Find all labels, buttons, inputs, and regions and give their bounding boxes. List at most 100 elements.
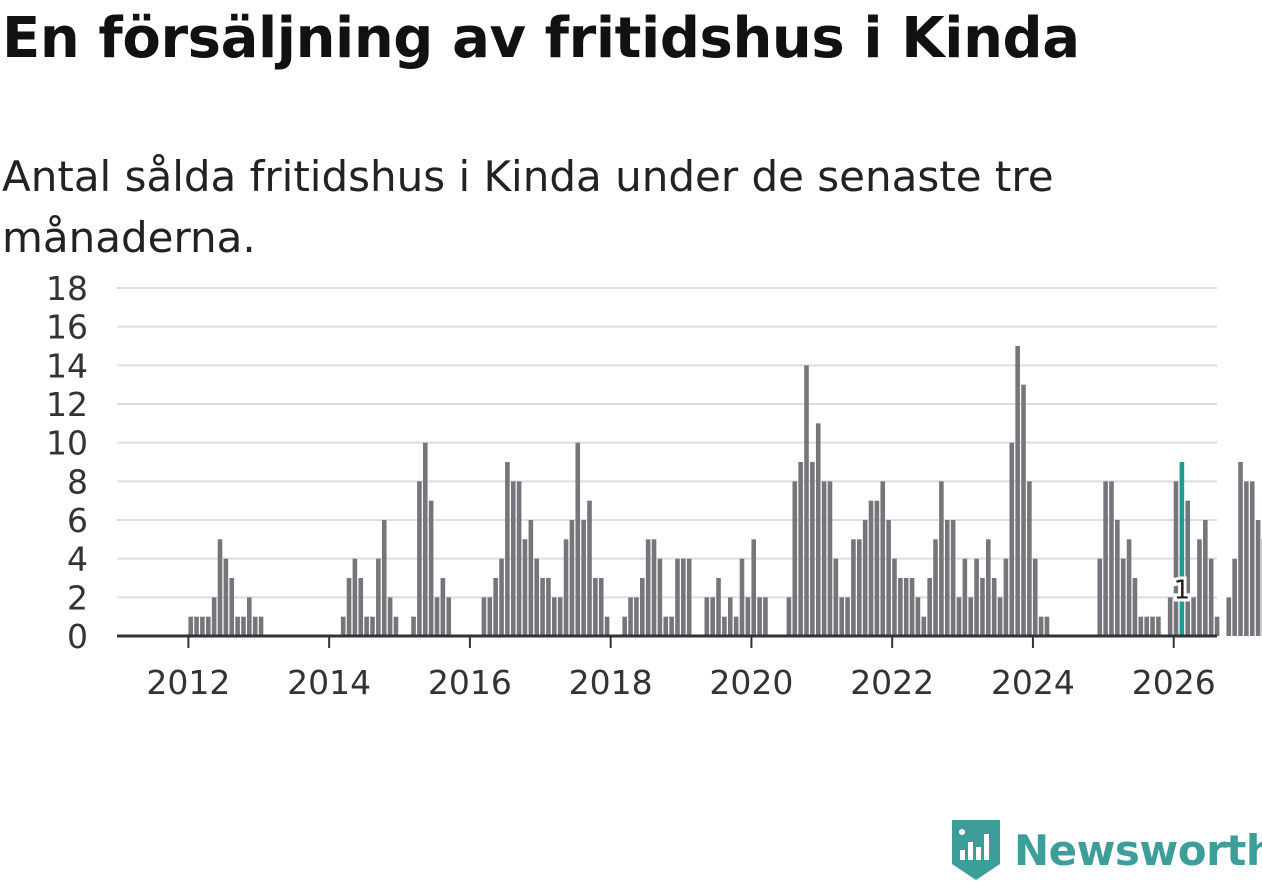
bar [218, 539, 223, 636]
bar [587, 501, 592, 636]
bar [417, 481, 422, 636]
bar [358, 578, 363, 636]
bar [634, 597, 639, 636]
bar [951, 520, 956, 636]
bar [529, 520, 534, 636]
y-tick-label: 14 [46, 346, 88, 385]
x-tick-label: 2026 [1132, 663, 1216, 702]
bar [552, 597, 557, 636]
bar [200, 617, 205, 636]
bar [593, 578, 598, 636]
bar [1139, 617, 1144, 636]
bar [1045, 617, 1050, 636]
bar [757, 597, 762, 636]
bar [540, 578, 545, 636]
bar [564, 539, 569, 636]
bar [1244, 481, 1249, 636]
bar [927, 578, 932, 636]
x-tick-label: 2022 [850, 663, 934, 702]
bar [810, 462, 815, 636]
bar [382, 520, 387, 636]
bar [1144, 617, 1149, 636]
bar [663, 617, 668, 636]
bar [710, 597, 715, 636]
bar [646, 539, 651, 636]
bar [751, 539, 756, 636]
bar [575, 443, 580, 636]
bar [570, 520, 575, 636]
bar [963, 559, 968, 636]
bar [581, 520, 586, 636]
brand-name: Newsworthy [1014, 826, 1262, 875]
bar [898, 578, 903, 636]
bar [1027, 481, 1032, 636]
bar [247, 597, 252, 636]
bar [1121, 559, 1126, 636]
bar [1238, 462, 1243, 636]
bar [1127, 539, 1132, 636]
chart-title: En försäljning av fritidshus i Kinda [2, 6, 1080, 71]
bar [669, 617, 674, 636]
highlight-bar [1180, 462, 1185, 636]
bar [945, 520, 950, 636]
bar [904, 578, 909, 636]
bar [640, 578, 645, 636]
bar [1103, 481, 1108, 636]
data-label: 1 [1174, 576, 1191, 606]
bar [845, 597, 850, 636]
bar [763, 597, 768, 636]
x-tick-label: 2018 [569, 663, 653, 702]
bar [341, 617, 346, 636]
y-tick-label: 6 [67, 501, 88, 540]
bar [822, 481, 827, 636]
bar [968, 597, 973, 636]
bar [1021, 385, 1026, 636]
bar [722, 617, 727, 636]
bar [482, 597, 487, 636]
bar [493, 578, 498, 636]
bar [429, 501, 434, 636]
bar [1209, 559, 1214, 636]
bar [441, 578, 446, 636]
y-tick-label: 4 [67, 540, 88, 579]
bar [740, 559, 745, 636]
x-tick-label: 2024 [991, 663, 1075, 702]
bar [816, 423, 821, 636]
bar [388, 597, 393, 636]
bar [705, 597, 710, 636]
bar [622, 617, 627, 636]
bar [411, 617, 416, 636]
bar [957, 597, 962, 636]
bar [206, 617, 211, 636]
bar [792, 481, 797, 636]
bar [224, 559, 229, 636]
bar [523, 539, 528, 636]
bar [804, 365, 809, 636]
bar [828, 481, 833, 636]
bar [394, 617, 399, 636]
bar [839, 597, 844, 636]
bar [1174, 481, 1179, 636]
bar [1232, 559, 1237, 636]
bar [880, 481, 885, 636]
bar [998, 597, 1003, 636]
bar [364, 617, 369, 636]
y-tick-label: 2 [67, 578, 88, 617]
bar [499, 559, 504, 636]
bar [658, 559, 663, 636]
bar [1168, 597, 1173, 636]
bar [534, 559, 539, 636]
bar [933, 539, 938, 636]
bar [599, 578, 604, 636]
bar [1256, 520, 1261, 636]
bar [376, 559, 381, 636]
bar [1097, 559, 1102, 636]
bar [488, 597, 493, 636]
bar [986, 539, 991, 636]
bar [1115, 520, 1120, 636]
bar [1015, 346, 1020, 636]
bar [1203, 520, 1208, 636]
bar [1039, 617, 1044, 636]
